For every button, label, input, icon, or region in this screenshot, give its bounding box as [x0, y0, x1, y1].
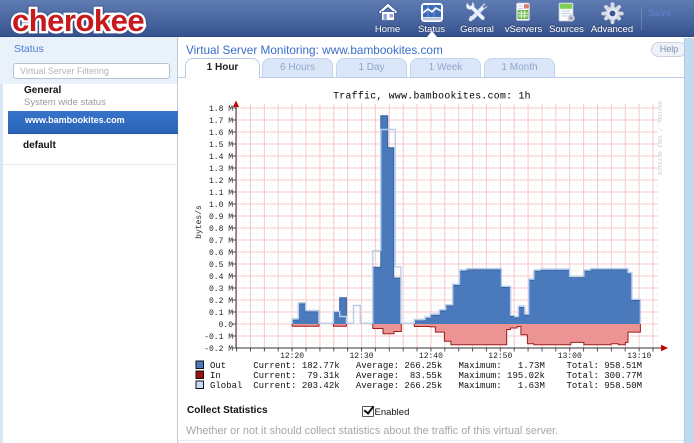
svg-text:1.7 M: 1.7 M [209, 117, 233, 126]
svg-text:0.7 M: 0.7 M [209, 237, 233, 246]
svg-text:13:00: 13:00 [558, 352, 582, 361]
svg-text:0.8 M: 0.8 M [209, 225, 233, 234]
svg-text:1.4 M: 1.4 M [209, 153, 233, 162]
svg-text:0.4 M: 0.4 M [209, 273, 233, 282]
svg-text:0.9 M: 0.9 M [209, 213, 233, 222]
svg-text:0.0: 0.0 [219, 321, 234, 330]
svg-text:-0.2 M: -0.2 M [204, 345, 233, 354]
svg-text:In Current: 79.31k Ave: In Current: 79.31k Average: 83.55k Maxim… [210, 371, 642, 381]
svg-text:1.6 M: 1.6 M [209, 129, 233, 138]
svg-text:0.6 M: 0.6 M [209, 249, 233, 258]
svg-text:0.2 M: 0.2 M [209, 297, 233, 306]
svg-text:cherokee: cherokee [12, 3, 144, 37]
svg-text:bytes/s: bytes/s [195, 205, 204, 239]
svg-text:RRDTOOL / TOBI OETIKER: RRDTOOL / TOBI OETIKER [656, 101, 663, 175]
svg-text:1.3 M: 1.3 M [209, 165, 233, 174]
svg-text:0.3 M: 0.3 M [209, 285, 233, 294]
svg-text:1.2 M: 1.2 M [209, 177, 233, 186]
svg-text:1.0 M: 1.0 M [209, 201, 233, 210]
svg-text:0.1 M: 0.1 M [209, 309, 233, 318]
svg-text:12:50: 12:50 [488, 352, 512, 361]
svg-text:12:40: 12:40 [419, 352, 443, 361]
svg-text:1.8 M: 1.8 M [209, 105, 233, 114]
svg-text:12:30: 12:30 [349, 352, 373, 361]
svg-text:Out Current: 182.77k Ave: Out Current: 182.77k Average: 266.25k Ma… [210, 361, 642, 371]
svg-text:13:10: 13:10 [627, 352, 651, 361]
svg-text:-0.1 M: -0.1 M [204, 333, 233, 342]
svg-text:cherokee: cherokee [12, 3, 144, 37]
svg-text:12:20: 12:20 [280, 352, 304, 361]
svg-text:1.5 M: 1.5 M [209, 141, 233, 150]
svg-text:1.1 M: 1.1 M [209, 189, 233, 198]
svg-text:Traffic, www.bambookites.com:: Traffic, www.bambookites.com: 1h [333, 91, 531, 102]
svg-text:Global Current: 203.42k Ave: Global Current: 203.42k Average: 266.25k… [210, 381, 642, 391]
svg-text:0.5 M: 0.5 M [209, 261, 233, 270]
